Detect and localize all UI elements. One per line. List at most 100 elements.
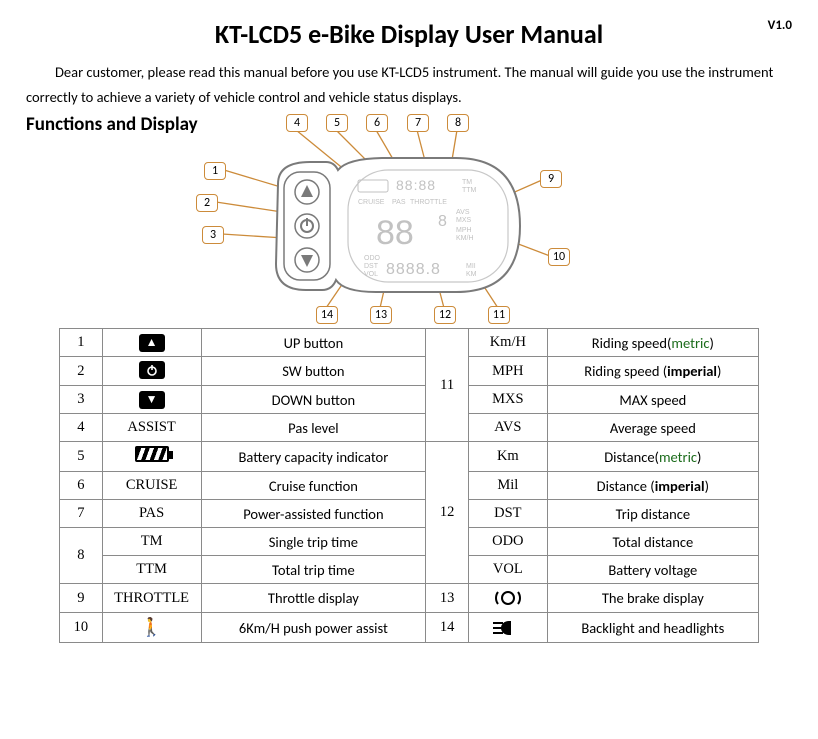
cell-desc: The brake display [547, 584, 758, 613]
device-diagram: 88:88 TMTTM CRUISE PAS THROTTLE 88 8 AVSMX… [174, 108, 644, 328]
cell-sym: CRUISE [102, 472, 201, 500]
cell-num: 2 [60, 357, 103, 386]
svg-text:KM/H: KM/H [456, 235, 474, 242]
cell-sym: Km [468, 442, 547, 472]
callout-13: 13 [370, 306, 392, 324]
cell-num: 14 [426, 613, 469, 643]
cell-sym: TM [102, 528, 201, 556]
cell-sym: ODO [468, 528, 547, 556]
table-row: 7 PAS Power-assisted function DST Trip d… [60, 500, 759, 528]
svg-text:THROTTLE: THROTTLE [410, 199, 447, 206]
callout-12: 12 [434, 306, 456, 324]
cell-num: 6 [60, 472, 103, 500]
up-arrow-icon: ▲ [139, 334, 165, 352]
table-row: 4 ASSIST Pas level AVS Average speed [60, 414, 759, 442]
version-label: V1.0 [768, 18, 792, 33]
svg-text:MII: MII [466, 263, 476, 270]
page-title: KT-LCD5 e-Bike Display User Manual [215, 18, 603, 50]
cell-desc: Battery voltage [547, 556, 758, 584]
cell-desc: UP button [201, 329, 426, 357]
svg-text:VOL: VOL [364, 271, 378, 278]
cell-num: 12 [426, 442, 469, 584]
callout-14: 14 [316, 306, 338, 324]
cell-sym: TTM [102, 556, 201, 584]
cell-sym: MPH [468, 357, 547, 386]
svg-text:TM: TM [462, 179, 472, 186]
callout-1: 1 [204, 162, 226, 180]
callout-10: 10 [548, 248, 570, 266]
cell-sym: 🚶 [102, 613, 201, 643]
svg-text:CRUISE: CRUISE [358, 199, 385, 206]
cell-desc: 6Km/H push power assist [201, 613, 426, 643]
cell-num: 7 [60, 500, 103, 528]
cell-num: 13 [426, 584, 469, 613]
cell-desc: Power-assisted function [201, 500, 426, 528]
cell-num: 10 [60, 613, 103, 643]
cell-sym: DST [468, 500, 547, 528]
cell-sym: ASSIST [102, 414, 201, 442]
svg-text:TTM: TTM [462, 187, 477, 194]
cell-desc: Distance (imperial) [547, 472, 758, 500]
cell-desc: Trip distance [547, 500, 758, 528]
cell-num: 1 [60, 329, 103, 357]
cell-desc: Backlight and headlights [547, 613, 758, 643]
cell-desc: Average speed [547, 414, 758, 442]
cell-desc: Distance(metric) [547, 442, 758, 472]
cell-num: 3 [60, 386, 103, 414]
svg-text:PAS: PAS [392, 199, 406, 206]
svg-text:88: 88 [376, 214, 414, 252]
intro-paragraph: Dear customer, please read this manual b… [26, 60, 792, 109]
device-body: 88:88 TMTTM CRUISE PAS THROTTLE 88 8 AVSMX… [266, 156, 526, 296]
cell-sym: ▼ [102, 386, 201, 414]
cell-sym: PAS [102, 500, 201, 528]
svg-text:8888.8: 8888.8 [386, 261, 441, 278]
cell-num: 8 [60, 528, 103, 584]
table-row: TTM Total trip time VOL Battery voltage [60, 556, 759, 584]
cell-desc: Battery capacity indicator [201, 442, 426, 472]
svg-text:DST: DST [364, 263, 379, 270]
svg-text:KM: KM [466, 271, 477, 278]
cell-desc: Total distance [547, 528, 758, 556]
callout-4: 4 [286, 114, 308, 132]
svg-text:MXS: MXS [456, 217, 472, 224]
callout-9: 9 [540, 170, 562, 188]
svg-text:8: 8 [438, 213, 447, 230]
cell-num: 11 [426, 329, 469, 442]
cell-desc: Cruise function [201, 472, 426, 500]
callout-7: 7 [407, 114, 429, 132]
cell-sym [102, 357, 201, 386]
brake-icon [494, 588, 522, 608]
power-icon [139, 361, 165, 379]
svg-text:ODO: ODO [364, 255, 381, 262]
cell-num: 4 [60, 414, 103, 442]
walk-icon: 🚶 [140, 617, 162, 637]
svg-text:MPH: MPH [456, 227, 472, 234]
cell-sym: AVS [468, 414, 547, 442]
down-arrow-icon: ▼ [139, 391, 165, 409]
callout-6: 6 [366, 114, 388, 132]
cell-sym: ▲ [102, 329, 201, 357]
callout-5: 5 [326, 114, 348, 132]
table-row: 5 Battery capacity indicator 12 Km Dista… [60, 442, 759, 472]
cell-sym: VOL [468, 556, 547, 584]
callout-11: 11 [488, 306, 510, 324]
callout-3: 3 [202, 226, 224, 244]
table-row: 3 ▼ DOWN button MXS MAX speed [60, 386, 759, 414]
cell-desc: SW button [201, 357, 426, 386]
cell-sym: THROTTLE [102, 584, 201, 613]
cell-sym: MXS [468, 386, 547, 414]
table-row: 1 ▲ UP button 11 Km/H Riding speed(metri… [60, 329, 759, 357]
table-row: 6 CRUISE Cruise function Mil Distance (i… [60, 472, 759, 500]
table-row: 10 🚶 6Km/H push power assist 14 Backligh… [60, 613, 759, 643]
cell-desc: MAX speed [547, 386, 758, 414]
cell-sym: Km/H [468, 329, 547, 357]
functions-table: 1 ▲ UP button 11 Km/H Riding speed(metri… [59, 328, 759, 643]
callout-2: 2 [196, 194, 218, 212]
svg-text:88:88: 88:88 [396, 177, 436, 193]
svg-text:AVS: AVS [456, 209, 470, 216]
table-row: 8 TM Single trip time ODO Total distance [60, 528, 759, 556]
cell-sym: Mil [468, 472, 547, 500]
battery-icon [135, 446, 169, 462]
cell-desc: Riding speed (imperial) [547, 357, 758, 386]
cell-desc: Throttle display [201, 584, 426, 613]
